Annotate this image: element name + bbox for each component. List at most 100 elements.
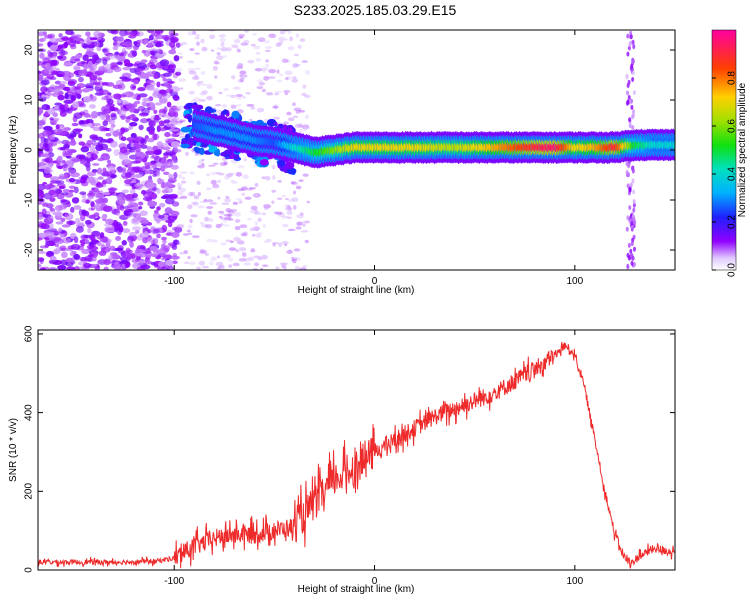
spectrogram-noise-blob [116, 94, 127, 98]
spectrogram-noise-blob [193, 67, 201, 70]
spectrogram-noise-blob [62, 189, 71, 193]
spectrogram-noise-blob [223, 198, 232, 203]
spectrogram-noise-blob [298, 129, 304, 133]
spectrogram-noise-blob [231, 44, 238, 48]
spectrogram-noise-blob [70, 96, 76, 101]
spectrogram-noise-blob [38, 200, 42, 205]
spectrogram-noise-blob [628, 187, 632, 193]
spectrogram-noise-blob [215, 172, 221, 175]
spectrogram-noise-blob [49, 117, 54, 121]
spectrogram-noise-blob [227, 257, 234, 262]
spectrogram-noise-blob [183, 250, 188, 255]
spectrogram-noise-blob [92, 162, 100, 166]
page-title: S233.2025.185.03.29.E15 [293, 2, 457, 18]
spectrogram-noise-blob [627, 45, 631, 51]
spectrogram-noise-blob [104, 223, 110, 227]
spectrogram-noise-blob [102, 120, 109, 127]
spectrogram-noise-blob [162, 183, 172, 189]
spectrogram-noise-blob [38, 250, 46, 254]
spectrogram-noise-blob [38, 107, 44, 115]
spectrogram-noise-blob [39, 52, 45, 59]
spectrogram-energy-blob [208, 146, 216, 153]
spectrogram-xtick-label: 100 [566, 276, 583, 287]
spectrogram-noise-blob [131, 226, 142, 231]
spectrogram-noise-blob [222, 219, 228, 223]
spectrogram-noise-blob [196, 180, 201, 185]
spectrogram-noise-blob [138, 112, 149, 117]
spectrogram-noise-blob [177, 241, 181, 244]
spectrogram-noise-blob [106, 98, 114, 105]
spectrogram-noise-blob [168, 173, 174, 179]
spectrogram-noise-blob [197, 205, 206, 209]
spectrogram-noise-blob [89, 104, 96, 109]
spectrogram-noise-blob [109, 126, 114, 134]
spectrogram-noise-blob [160, 243, 167, 249]
spectrogram-noise-blob [630, 241, 634, 247]
spectrogram-noise-blob [119, 30, 128, 37]
spectrogram-noise-blob [626, 83, 630, 89]
spectrogram-noise-blob [110, 124, 116, 128]
spectrogram-noise-blob [74, 58, 81, 62]
spectrogram-noise-blob [127, 236, 134, 243]
snr-xtick-label: 0 [372, 576, 378, 587]
spectrogram-noise-blob [254, 221, 258, 226]
spectrogram-noise-blob [66, 238, 72, 244]
spectrogram-noise-blob [110, 252, 118, 256]
spectrogram-noise-blob [100, 216, 108, 220]
spectrogram-noise-blob [292, 76, 297, 80]
spectrogram-noise-blob [218, 215, 223, 219]
spectrogram-noise-blob [171, 226, 179, 231]
spectrogram-noise-blob [140, 219, 149, 225]
spectrogram-noise-blob [207, 218, 214, 222]
spectrogram-noise-blob [41, 103, 50, 111]
spectrogram-noise-blob [241, 252, 247, 257]
spectrogram-noise-blob [281, 58, 289, 63]
spectrogram-noise-blob [186, 229, 191, 233]
spectrogram-noise-blob [103, 259, 111, 266]
spectrogram-noise-blob [168, 49, 177, 55]
spectrogram-noise-blob [292, 259, 297, 264]
spectrogram-noise-blob [40, 79, 50, 86]
spectrogram-noise-blob [204, 224, 213, 229]
spectrogram-noise-blob [291, 78, 299, 83]
spectrogram-noise-blob [83, 63, 88, 71]
spectrogram-noise-blob [250, 106, 256, 110]
spectrogram-noise-blob [222, 254, 231, 258]
spectrogram-noise-blob [55, 124, 60, 130]
spectrogram-noise-blob [99, 143, 109, 151]
spectrogram-noise-blob [298, 179, 304, 182]
spectrogram-noise-blob [200, 71, 206, 76]
spectrogram-noise-blob [293, 190, 297, 195]
spectrogram-noise-blob [625, 161, 629, 167]
spectrogram-noise-blob [97, 77, 103, 81]
spectrogram-noise-blob [76, 154, 83, 160]
spectrogram-noise-blob [177, 52, 183, 55]
spectrogram-noise-blob [66, 266, 76, 270]
spectrogram-noise-blob [154, 114, 160, 118]
spectrogram-noise-blob [89, 145, 96, 152]
spectrogram-noise-blob [167, 215, 177, 222]
spectrogram-noise-blob [93, 204, 101, 210]
snr-ytick-label: 400 [24, 404, 35, 421]
spectrogram-noise-blob [91, 123, 101, 127]
spectrogram-noise-blob [302, 173, 309, 177]
spectrogram-ytick-label: 0 [24, 147, 35, 153]
spectrogram-noise-blob [181, 42, 188, 45]
spectrogram-noise-blob [38, 31, 46, 37]
spectrogram-noise-blob [68, 220, 73, 226]
spectrogram-noise-blob [57, 94, 65, 101]
spectrogram-noise-blob [138, 259, 147, 264]
spectrogram-noise-blob [223, 87, 230, 92]
spectrogram-noise-blob [152, 228, 160, 234]
spectrogram-noise-blob [261, 176, 266, 179]
spectrogram-noise-blob [113, 224, 120, 231]
spectrogram-noise-blob [628, 217, 632, 223]
spectrogram-noise-blob [133, 142, 139, 148]
spectrogram-noise-blob [152, 92, 163, 99]
spectrogram-noise-blob [74, 217, 81, 225]
spectrogram-noise-blob [124, 172, 133, 178]
spectrogram-noise-blob [177, 183, 183, 188]
spectrogram-noise-blob [152, 250, 159, 254]
spectrogram-noise-blob [235, 172, 243, 177]
